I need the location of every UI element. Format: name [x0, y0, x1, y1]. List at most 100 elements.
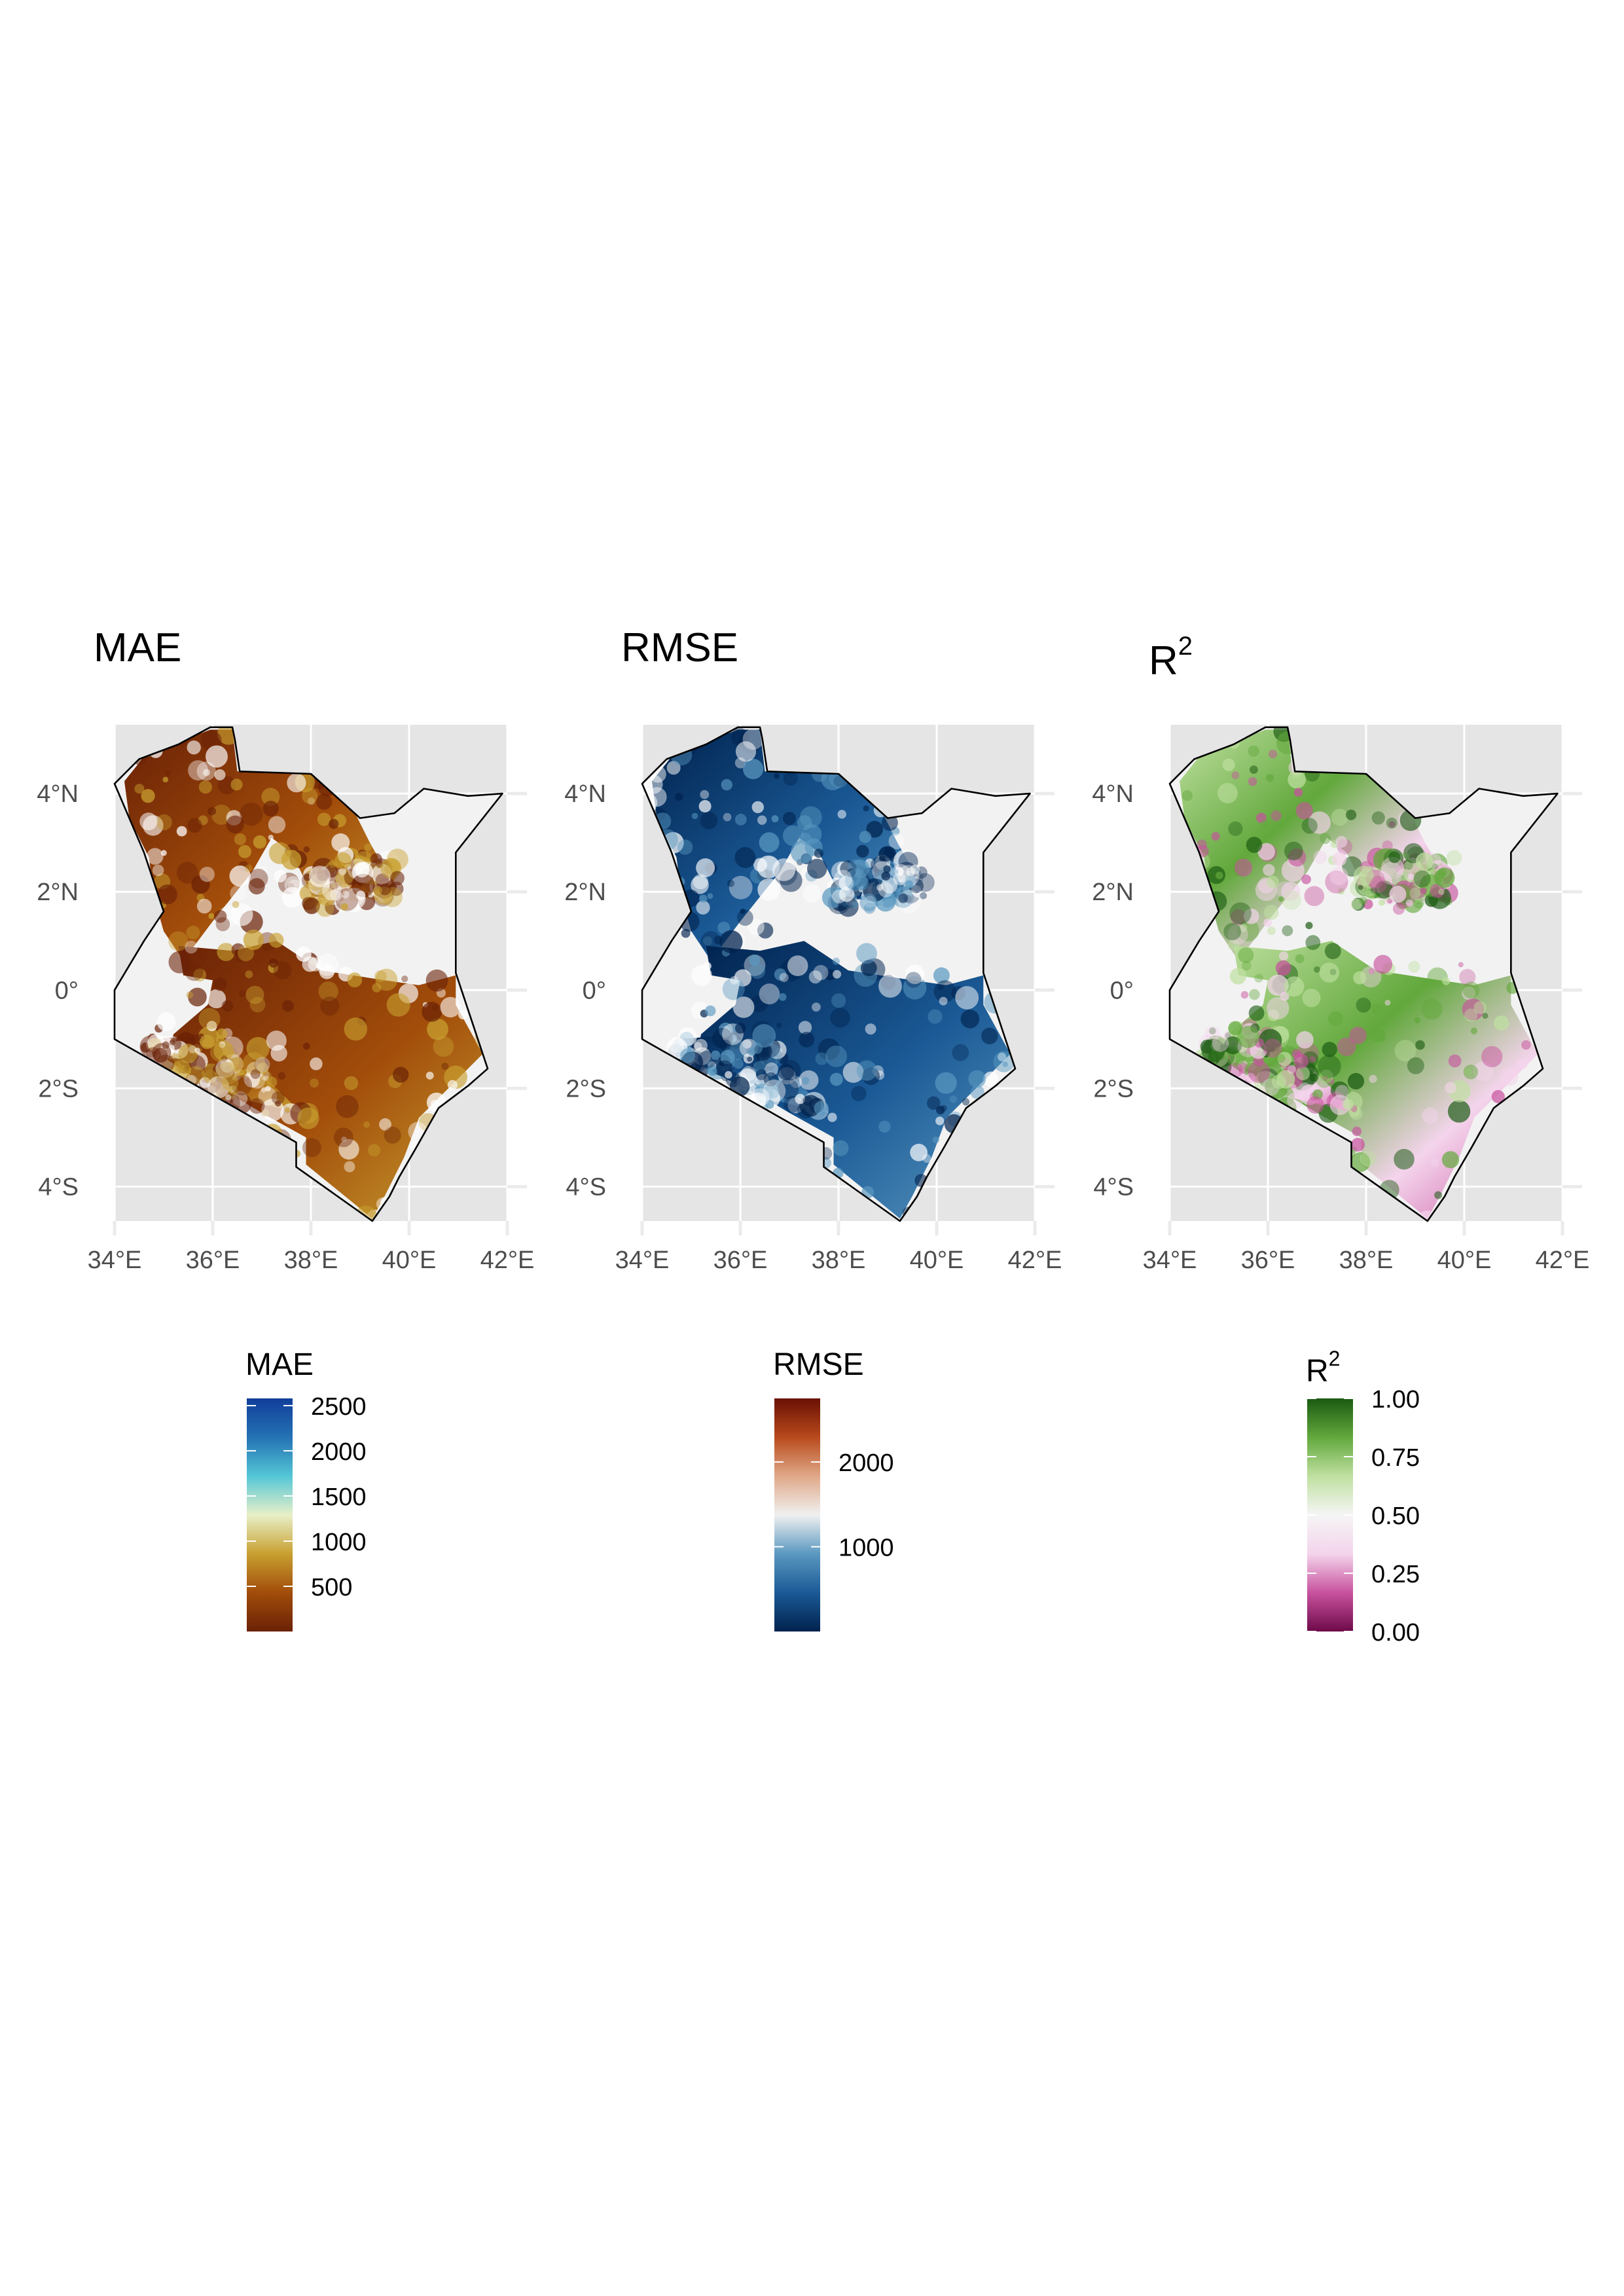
raster-texture	[152, 864, 164, 877]
y-tick-label: 4°N	[1092, 780, 1134, 808]
raster-texture	[261, 1087, 266, 1093]
raster-texture	[1319, 1069, 1333, 1084]
raster-texture	[1307, 1096, 1324, 1114]
raster-texture	[1222, 758, 1235, 771]
raster-texture	[249, 1098, 265, 1114]
raster-texture	[884, 847, 895, 858]
raster-texture	[341, 890, 350, 899]
raster-texture	[698, 800, 712, 812]
raster-texture	[730, 975, 738, 985]
raster-texture	[1246, 1072, 1255, 1082]
raster-texture	[1368, 968, 1375, 975]
raster-texture	[1287, 1065, 1297, 1074]
raster-texture	[160, 850, 167, 856]
raster-texture	[308, 797, 316, 805]
raster-texture	[1282, 890, 1301, 910]
raster-texture	[1277, 1051, 1292, 1066]
raster-texture	[814, 848, 823, 858]
raster-texture	[1421, 998, 1443, 1020]
raster-texture	[1394, 1040, 1416, 1062]
raster-texture	[981, 1027, 998, 1045]
raster-texture	[232, 1091, 248, 1106]
raster-texture	[322, 881, 342, 901]
raster-texture	[1350, 1106, 1363, 1120]
raster-texture	[216, 1028, 228, 1040]
raster-texture	[257, 1062, 269, 1074]
raster-texture	[230, 885, 247, 902]
legend-tick-label: 0.50	[1371, 1503, 1420, 1530]
raster-texture	[284, 876, 302, 894]
raster-texture	[185, 940, 198, 954]
raster-texture	[1356, 997, 1371, 1013]
raster-texture	[799, 832, 812, 845]
raster-texture	[1308, 811, 1331, 834]
raster-texture	[240, 803, 263, 826]
raster-texture	[1249, 989, 1260, 1000]
legend-title: R2	[1306, 1347, 1340, 1389]
raster-texture	[700, 790, 710, 799]
raster-texture	[842, 1062, 864, 1083]
raster-texture	[674, 792, 683, 801]
raster-region	[652, 729, 917, 961]
raster-texture	[226, 815, 244, 834]
raster-texture	[765, 1100, 774, 1109]
raster-texture	[270, 1045, 287, 1062]
raster-texture	[763, 1072, 778, 1087]
raster-texture	[217, 943, 236, 961]
raster-texture	[863, 805, 869, 812]
raster-texture	[1292, 771, 1301, 779]
raster-texture	[265, 1085, 271, 1092]
raster-texture	[215, 1061, 239, 1085]
y-tick-label: 4°S	[1093, 1173, 1134, 1201]
raster-texture	[729, 875, 753, 900]
raster-texture	[422, 1002, 442, 1022]
raster-texture	[1375, 881, 1393, 899]
raster-texture	[331, 883, 337, 888]
raster-texture	[1350, 1137, 1365, 1152]
raster-texture	[710, 1050, 721, 1060]
raster-texture	[881, 814, 898, 831]
raster-texture	[287, 879, 302, 894]
raster-texture	[1459, 968, 1476, 986]
raster-texture	[1227, 924, 1248, 945]
raster-texture	[220, 1059, 234, 1073]
raster-texture	[844, 869, 867, 892]
raster-texture	[1407, 1057, 1424, 1074]
raster-texture	[1337, 1037, 1356, 1057]
raster-texture	[814, 1101, 829, 1116]
raster-texture	[1263, 905, 1279, 920]
raster-texture	[1430, 1158, 1439, 1167]
raster-texture	[933, 980, 956, 1003]
raster-texture	[1278, 896, 1284, 902]
raster-texture	[302, 788, 318, 804]
raster-texture	[693, 874, 708, 890]
raster-texture	[168, 931, 189, 951]
raster-texture	[213, 977, 227, 991]
raster-texture	[694, 1038, 708, 1053]
raster-texture	[186, 991, 194, 999]
raster-texture	[1408, 960, 1420, 973]
raster-texture	[1271, 810, 1282, 822]
x-tick-label: 40°E	[1437, 1247, 1492, 1274]
raster-texture	[303, 846, 310, 853]
raster-texture	[1447, 1100, 1471, 1123]
raster-texture	[1276, 881, 1293, 898]
raster-texture	[1267, 926, 1276, 936]
raster-texture	[330, 889, 342, 901]
raster-texture	[198, 780, 212, 794]
y-tick-label: 0°	[1110, 977, 1134, 1004]
legend-tick-label: 2000	[311, 1438, 367, 1466]
raster-texture	[320, 996, 340, 1016]
raster-layer	[124, 727, 497, 1221]
raster-texture	[778, 993, 787, 1001]
raster-texture	[296, 946, 312, 962]
raster-texture	[187, 740, 201, 755]
raster-texture	[830, 1008, 850, 1028]
panel-title: RMSE	[621, 625, 738, 670]
raster-texture	[1414, 1017, 1420, 1024]
raster-texture	[1287, 1092, 1303, 1109]
raster-texture	[284, 1107, 291, 1113]
raster-texture	[1494, 1015, 1509, 1031]
raster-texture	[696, 858, 715, 877]
raster-texture	[757, 815, 767, 825]
